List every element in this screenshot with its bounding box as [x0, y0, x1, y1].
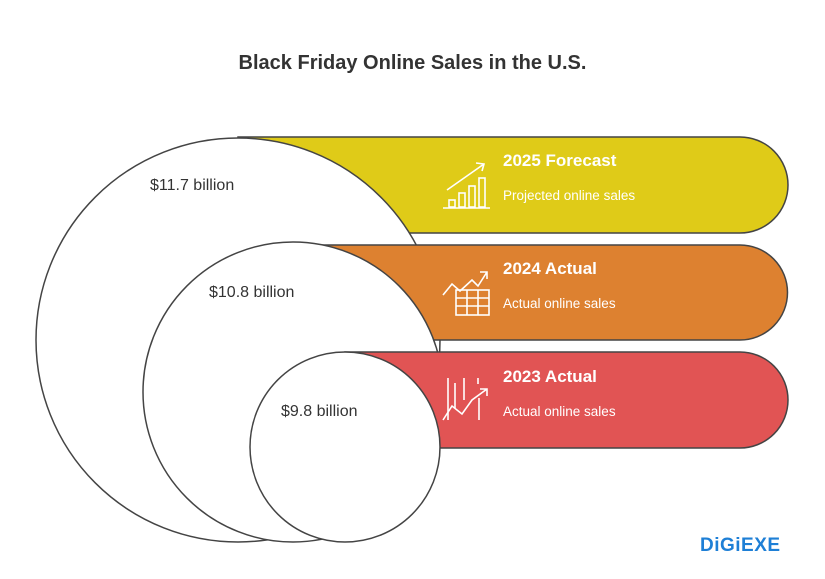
heading-2023: 2023 Actual [503, 367, 597, 386]
circle-2023 [249, 351, 441, 543]
value-2023: $9.8 billion [281, 403, 358, 420]
trend-table-icon [442, 271, 490, 316]
band-2023 [344, 351, 789, 449]
subtext-2025: Projected online sales [503, 188, 636, 203]
brand-logo: DiGiEXE [700, 535, 781, 556]
subtext-2024: Actual online sales [503, 296, 616, 311]
value-2025: $11.7 billion [150, 177, 235, 194]
diagram-title: Black Friday Online Sales in the U.S. [238, 52, 587, 74]
heading-2025: 2025 Forecast [503, 151, 617, 170]
trend-lines-icon [442, 378, 488, 421]
heading-2024: 2024 Actual [503, 259, 597, 278]
subtext-2023: Actual online sales [503, 404, 616, 419]
value-2024: $10.8 billion [209, 284, 295, 301]
rising-bar-chart-icon [443, 162, 490, 209]
